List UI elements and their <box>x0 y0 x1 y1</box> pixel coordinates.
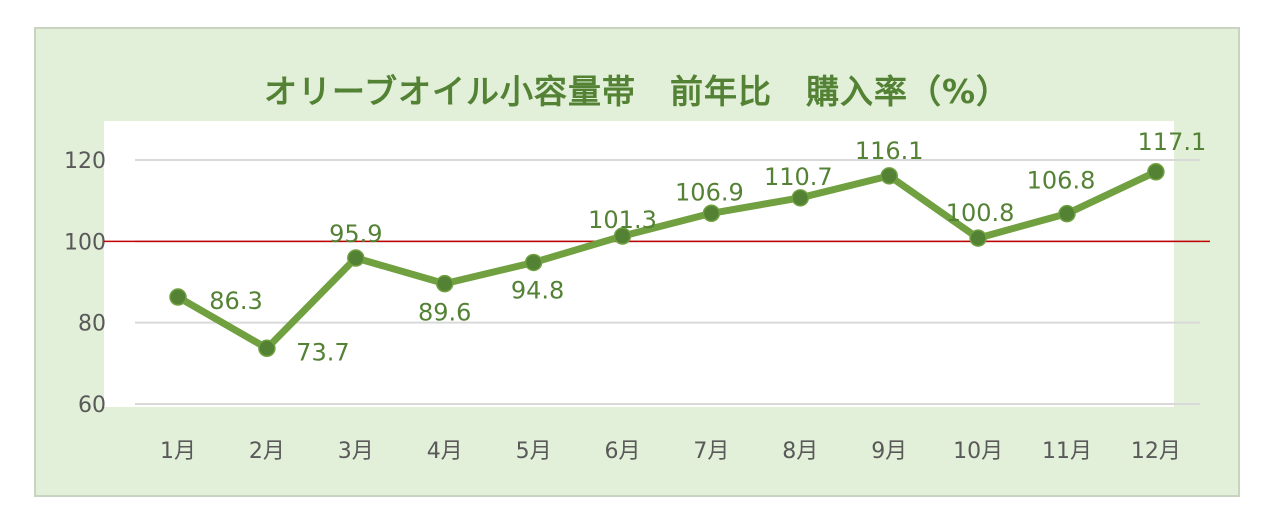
data-label: 110.7 <box>764 163 833 191</box>
x-tick-label: 8月 <box>782 439 818 464</box>
x-tick-label: 12月 <box>1131 439 1181 464</box>
series-line <box>174 168 1160 352</box>
data-label: 95.9 <box>329 220 382 248</box>
x-tick-label: 2月 <box>249 439 285 464</box>
data-point <box>791 189 810 207</box>
data-point <box>613 227 632 245</box>
x-tick-label: 6月 <box>605 439 641 464</box>
data-point <box>169 288 187 306</box>
data-label: 116.1 <box>855 137 924 165</box>
data-point <box>435 274 454 293</box>
data-point <box>969 229 987 247</box>
data-label: 86.3 <box>209 287 262 315</box>
data-label: 100.8 <box>946 199 1015 227</box>
x-tick-label: 1月 <box>160 439 196 464</box>
data-point <box>258 339 276 358</box>
data-label: 94.8 <box>511 276 564 304</box>
x-tick-label: 3月 <box>338 439 374 464</box>
x-tick-label: 10月 <box>953 439 1003 464</box>
x-tick-label: 9月 <box>871 439 907 464</box>
data-point <box>702 204 721 223</box>
data-label: 73.7 <box>296 338 349 366</box>
x-tick-label: 11月 <box>1042 439 1092 464</box>
data-label: 106.9 <box>675 178 744 206</box>
data-label: 101.3 <box>588 206 657 234</box>
y-tick-label: 60 <box>78 393 106 418</box>
y-tick-label: 120 <box>64 149 106 174</box>
data-label: 89.6 <box>418 299 471 327</box>
data-point <box>524 253 543 272</box>
x-tick-label: 5月 <box>516 439 552 464</box>
data-label: 106.8 <box>1027 167 1096 195</box>
x-tick-label: 4月 <box>427 439 463 464</box>
y-tick-label: 80 <box>78 312 106 337</box>
data-point <box>347 249 365 267</box>
chart-title: オリーブオイル小容量帯 前年比 購入率（%） <box>263 72 1011 111</box>
data-point <box>1058 204 1076 223</box>
data-label: 117.1 <box>1138 128 1207 156</box>
data-point <box>1147 163 1165 181</box>
y-tick-label: 100 <box>64 230 106 255</box>
plot-area <box>104 121 1174 407</box>
x-tick-label: 7月 <box>693 439 729 464</box>
data-point <box>880 167 898 185</box>
